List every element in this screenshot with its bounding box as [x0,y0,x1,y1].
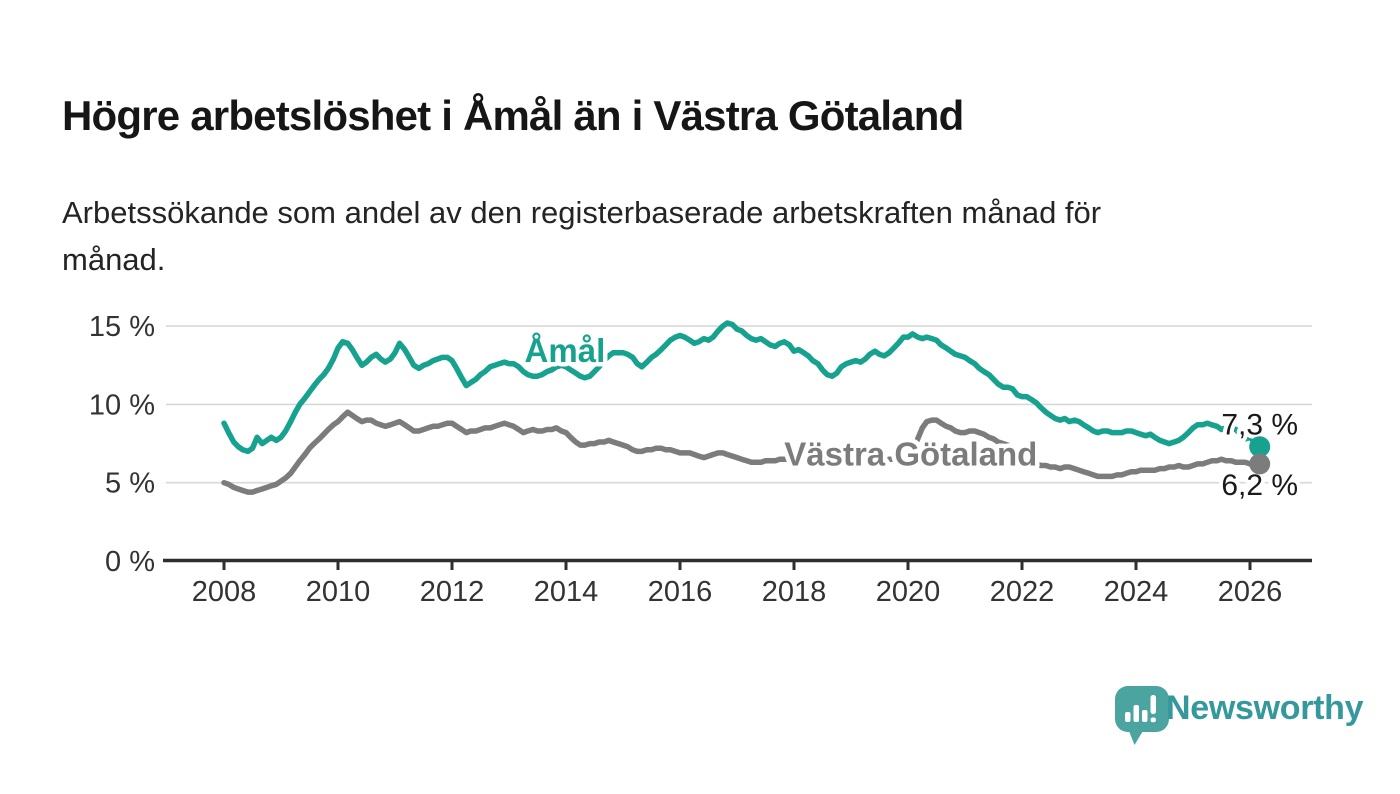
y-tick-label: 10 % [89,389,155,421]
y-tick-label: 5 % [105,468,155,500]
y-tick-label: 15 % [89,311,155,343]
x-tick-label: 2020 [876,576,941,608]
x-tick-label: 2010 [306,576,371,608]
x-tick-label: 2022 [990,576,1055,608]
chart-subtitle: Arbetssökande som andel av den registerb… [62,195,1102,278]
x-tick-label: 2012 [420,576,485,608]
x-tick-label: 2016 [648,576,713,608]
brand-name: Newsworthy [1166,689,1364,727]
page-title: Högre arbetslöshet i Åmål än i Västra Gö… [62,92,964,140]
series-line-Västra Götaland [221,409,1263,495]
x-tick-label: 2018 [762,576,827,608]
x-tick-label: 2008 [192,576,257,608]
series-label-Västra Götaland: Västra Götaland [784,436,1037,473]
end-dot-Västra Götaland [1249,453,1271,475]
newsworthy-logo-icon [1115,686,1169,745]
series-line-Åmål [221,320,1263,455]
y-tick-label: 0 % [105,546,155,578]
series-label-Åmål: Åmål [525,332,606,369]
x-tick-label: 2024 [1104,576,1169,608]
x-tick-label: 2014 [534,576,599,608]
x-tick-label: 2026 [1218,576,1283,608]
end-dot-Åmål [1249,436,1271,458]
